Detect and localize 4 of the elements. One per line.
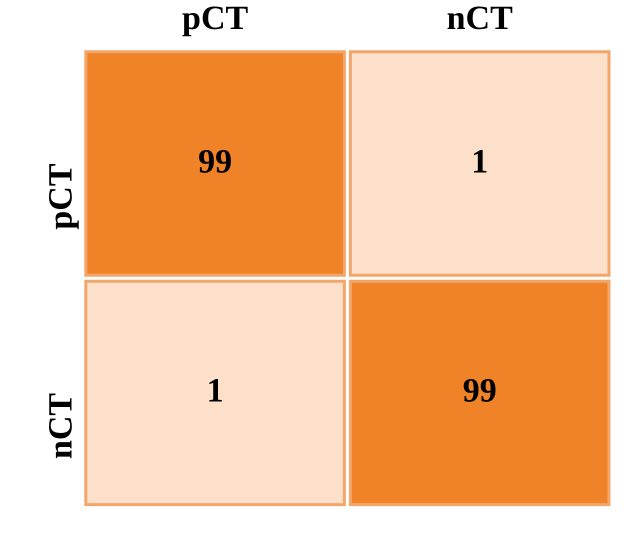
data-label: 1 <box>471 143 488 180</box>
data-label: 99 <box>198 143 232 180</box>
data-label: 99 <box>462 372 497 410</box>
data-label: 1 <box>206 372 224 410</box>
